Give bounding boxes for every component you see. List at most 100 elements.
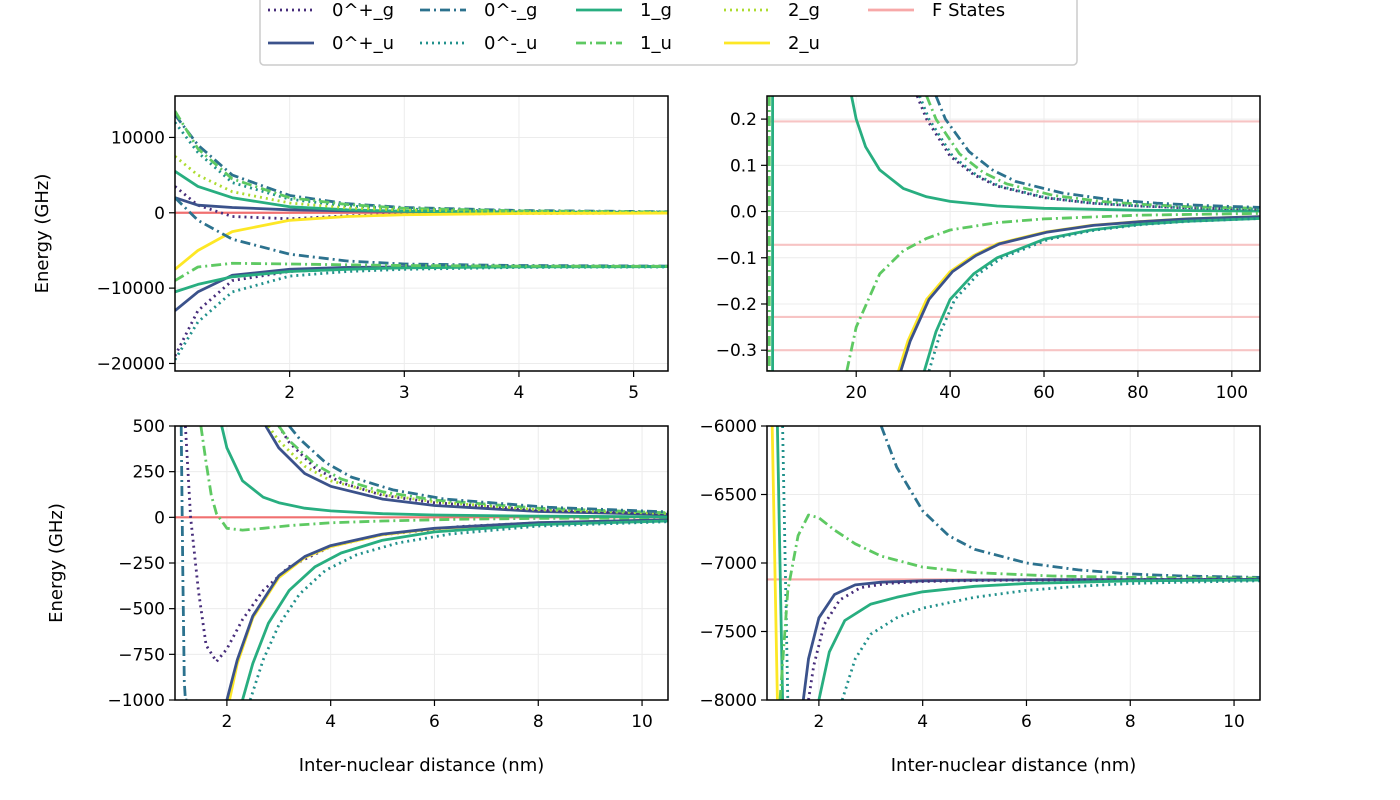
series-0-g	[288, 426, 668, 514]
y-tick-label: −20000	[97, 354, 165, 374]
y-tick-label: 250	[133, 463, 165, 483]
x-tick-label: 40	[939, 383, 961, 403]
x-tick-label: 4	[325, 712, 336, 732]
x-tick-label: 3	[399, 383, 410, 403]
y-tick-label: −7000	[699, 554, 757, 574]
panel-bottom-left: 2 4 6 8 10 −1000 −750 −500 −250 0 250 500 Inter-nucl…	[46, 417, 669, 776]
series-0-u	[264, 426, 668, 516]
legend-entry: 0^-_g	[420, 0, 537, 21]
series-0-u	[927, 217, 1260, 371]
legend-label: 0^+_g	[332, 0, 394, 21]
x-tick-label: 4	[917, 712, 928, 732]
series-0-u	[248, 520, 668, 700]
x-tick-label: 2	[221, 712, 232, 732]
x-tick-label: 2	[284, 383, 295, 403]
series-1-g	[817, 578, 1260, 700]
series-1-u	[778, 513, 1260, 700]
legend-entry: 2_u	[724, 33, 820, 54]
axes-frame	[174, 95, 669, 372]
plot-area	[767, 96, 1260, 371]
series-2-u	[228, 518, 668, 700]
legend-label: 0^-_g	[484, 0, 537, 21]
x-tick-label: 8	[533, 712, 544, 732]
y-axis-label: Energy (GHz)	[32, 174, 53, 294]
y-tick-label: −0.2	[716, 295, 757, 315]
legend-label: 2_g	[788, 0, 820, 21]
series-1-g	[922, 217, 1260, 371]
y-tick-label: 0.0	[730, 203, 757, 223]
series-0-g	[934, 96, 1260, 209]
legend-entry: F States	[868, 0, 1005, 21]
legend-entry: 2_g	[724, 0, 820, 21]
panel-bottom-right: 2 4 6 8 10 −8000 −7500 −7000 −6500 −6000 Inter-nuc…	[699, 417, 1261, 776]
legend-label: 1_u	[640, 33, 672, 54]
series-0-g	[807, 578, 1260, 700]
x-tick-label: 6	[1021, 712, 1032, 732]
legend-entry: 0^+_g	[268, 0, 394, 21]
series-0-u	[781, 426, 790, 700]
x-tick-label: 60	[1033, 383, 1055, 403]
series-2-g	[267, 426, 668, 515]
x-tick-label: 5	[628, 383, 639, 403]
series-2-u	[897, 215, 1260, 371]
series-1-g	[175, 170, 668, 215]
series-1-u	[277, 426, 668, 515]
y-tick-label: −1000	[107, 691, 165, 711]
legend-entry: 0^-_u	[420, 33, 537, 54]
series-1-u	[845, 212, 1260, 371]
y-tick-label: 500	[133, 417, 165, 437]
plot-area	[175, 110, 668, 361]
y-tick-label: 0.1	[730, 156, 757, 176]
x-axis-label: Inter-nuclear distance (nm)	[891, 755, 1137, 776]
series-1-g	[241, 519, 668, 700]
plot-area	[767, 426, 1260, 700]
y-tick-label: −250	[118, 554, 165, 574]
series-0-g	[277, 426, 668, 516]
series-0-g	[179, 426, 191, 700]
y-tick-label: 10000	[111, 128, 165, 148]
series-2-g	[175, 155, 668, 214]
legend-label: 2_u	[788, 33, 820, 54]
series-0-u	[225, 518, 668, 700]
series-0-u	[175, 121, 668, 214]
y-tick-label: −7500	[699, 623, 757, 643]
series-0-g	[175, 265, 668, 357]
series-0-g	[184, 426, 668, 663]
x-tick-label: 10	[1223, 712, 1245, 732]
panel-top-left: 2 3 4 5 −20000 −10000 0 10000 Energy (GHz)	[32, 95, 669, 403]
series-1-g	[776, 426, 784, 700]
x-axis-label: Inter-nuclear distance (nm)	[299, 755, 545, 776]
series-0-u	[840, 579, 1260, 700]
legend: 0^+_g 0^+_u 0^-_g 0^-_u 1_g 1_u 2_g 2_u F States	[259, 0, 1078, 66]
series-0-g	[175, 113, 668, 214]
y-tick-label: 0.2	[730, 110, 757, 130]
x-tick-label: 10	[631, 712, 653, 732]
x-tick-label: 8	[1125, 712, 1136, 732]
y-tick-label: −6000	[699, 417, 757, 437]
x-tick-label: 100	[1216, 383, 1248, 403]
legend-entry: 1_g	[576, 0, 672, 21]
legend-label: 1_g	[640, 0, 672, 21]
y-tick-label: −500	[118, 600, 165, 620]
series-1-u	[925, 96, 1260, 210]
y-tick-label: −6500	[699, 486, 757, 506]
y-tick-label: −8000	[699, 691, 757, 711]
series-0-u	[175, 265, 668, 361]
series-1-u	[175, 261, 668, 282]
legend-entry: 1_u	[576, 33, 672, 54]
series-1-g	[850, 96, 1260, 213]
series-0-u	[801, 578, 1260, 700]
x-tick-label: 80	[1127, 383, 1149, 403]
series-0-g	[879, 426, 1260, 579]
y-tick-label: 0	[154, 204, 165, 224]
series-2-u	[770, 426, 779, 700]
x-tick-label: 20	[845, 383, 867, 403]
series-0-u	[899, 215, 1260, 371]
legend-label: 0^+_u	[332, 33, 394, 54]
series-1-u	[199, 426, 668, 532]
legend-label: 0^-_u	[484, 33, 537, 54]
series-1-u	[175, 110, 668, 214]
axes-frame	[766, 95, 1261, 372]
y-tick-label: −0.1	[716, 249, 757, 269]
